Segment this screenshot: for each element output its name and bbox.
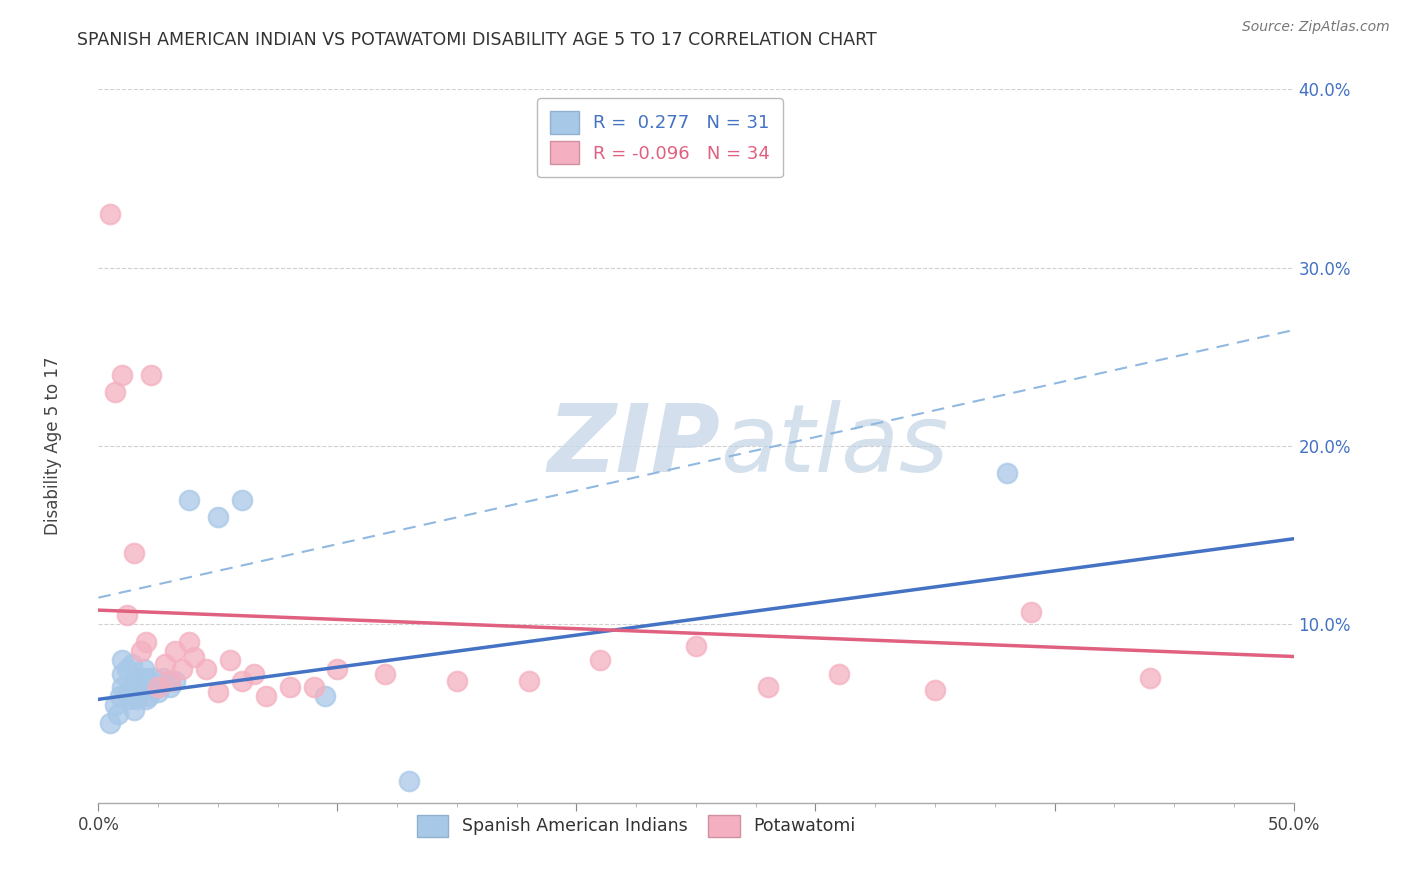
Point (148, 685, 170, 699)
Point (104, 385, 127, 400)
Point (195, 662, 218, 676)
Point (278, 680, 301, 694)
Point (124, 674, 146, 689)
Point (219, 653, 242, 667)
Point (152, 671, 174, 685)
Point (98, 207, 122, 221)
Point (128, 671, 150, 685)
Text: Source: ZipAtlas.com: Source: ZipAtlas.com (1241, 20, 1389, 34)
Point (111, 653, 134, 667)
Point (1139, 671, 1161, 685)
Point (231, 674, 253, 689)
Point (111, 667, 134, 681)
Point (115, 608, 138, 623)
Point (111, 680, 134, 694)
Point (207, 510, 229, 524)
Point (135, 692, 157, 706)
Point (118, 692, 141, 706)
Point (254, 689, 277, 703)
Point (111, 368, 134, 382)
Point (108, 689, 131, 703)
Point (995, 466, 1018, 480)
Point (121, 657, 143, 671)
Point (828, 667, 851, 681)
Text: atlas: atlas (720, 401, 948, 491)
Point (135, 671, 157, 685)
Point (446, 674, 468, 689)
Text: Disability Age 5 to 17: Disability Age 5 to 17 (45, 357, 62, 535)
Point (179, 492, 201, 507)
Point (115, 662, 138, 676)
Point (139, 368, 162, 382)
Point (179, 635, 201, 649)
Point (163, 674, 186, 689)
Point (589, 653, 612, 667)
Point (398, 774, 420, 789)
Point (1019, 605, 1042, 619)
Point (115, 685, 138, 699)
Point (148, 680, 170, 694)
Point (207, 685, 229, 699)
Point (125, 692, 148, 706)
Point (163, 644, 186, 658)
Point (315, 689, 337, 703)
Point (131, 680, 153, 694)
Legend: Spanish American Indians, Potawatomi: Spanish American Indians, Potawatomi (408, 805, 865, 846)
Point (183, 649, 205, 664)
Point (142, 671, 165, 685)
Point (685, 639, 707, 653)
Point (124, 703, 146, 717)
Point (517, 674, 540, 689)
Point (107, 706, 129, 721)
Point (135, 635, 157, 649)
Point (104, 698, 127, 712)
Point (231, 492, 253, 507)
Point (159, 680, 181, 694)
Point (138, 689, 160, 703)
Point (243, 667, 266, 681)
Point (159, 674, 181, 689)
Point (374, 667, 396, 681)
Point (98, 715, 122, 730)
Point (155, 657, 177, 671)
Point (756, 680, 779, 694)
Point (124, 546, 146, 560)
Point (924, 683, 946, 698)
Point (302, 680, 325, 694)
Text: SPANISH AMERICAN INDIAN VS POTAWATOMI DISABILITY AGE 5 TO 17 CORRELATION CHART: SPANISH AMERICAN INDIAN VS POTAWATOMI DI… (77, 31, 877, 49)
Point (326, 662, 349, 676)
Point (131, 644, 153, 658)
Text: ZIP: ZIP (547, 400, 720, 492)
Point (132, 662, 155, 676)
Point (172, 662, 194, 676)
